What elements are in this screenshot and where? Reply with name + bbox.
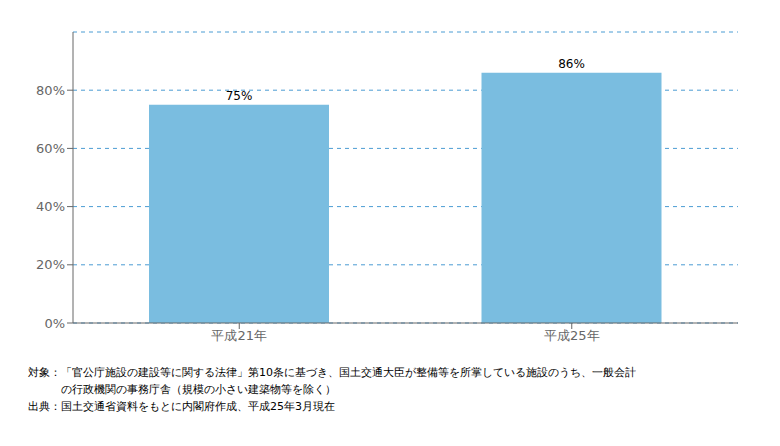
- svg-text:20%: 20%: [36, 257, 65, 272]
- svg-text:80%: 80%: [36, 83, 65, 98]
- html-text:対象：「官公庁施設の建設等に関する法律」第10条に基づき、国: 対象：「官公庁施設の建設等に関する法律」第10条に基づき、国土交通大臣が整備等を…: [28, 366, 636, 379]
- html-text:の行政機関の事務庁舎（規模の小さい建築物等を除く）: の行政機関の事務庁舎（規模の小さい建築物等を除く）: [28, 383, 336, 396]
- svg-text:平成25年: 平成25年: [544, 328, 600, 343]
- svg-text:40%: 40%: [36, 199, 65, 214]
- html-text:出典：国土交通省資料をもとに内閣府作成、平成25年3月現在: 出典：国土交通省資料をもとに内閣府作成、平成25年3月現在: [28, 400, 335, 413]
- svg-text:60%: 60%: [36, 141, 65, 156]
- svg-text:75%: 75%: [226, 89, 253, 103]
- svg-text:86%: 86%: [558, 57, 585, 71]
- svg-text:0%: 0%: [44, 316, 65, 331]
- svg-text:平成21年: 平成21年: [211, 328, 267, 343]
